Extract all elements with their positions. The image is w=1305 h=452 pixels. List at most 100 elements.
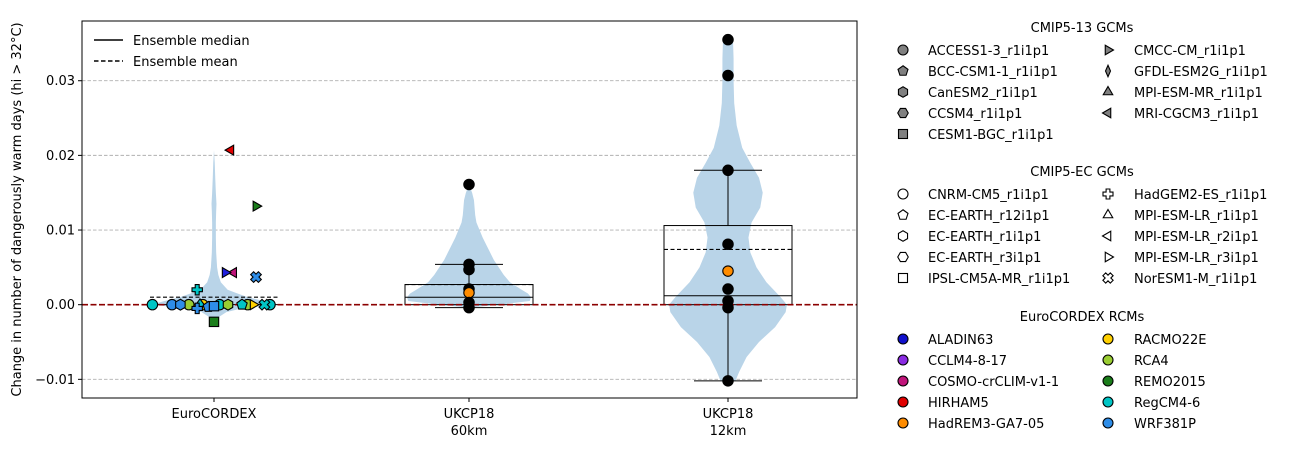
side-legend-marker [897, 272, 909, 284]
ukcp60-point [463, 286, 475, 299]
side-legend-label: EC-EARTH_r1i1p1 [928, 230, 1041, 245]
side-legend-marker [897, 65, 909, 76]
eurocordex-point [226, 266, 238, 279]
eurocordex-point [222, 298, 234, 311]
side-legend-marker-shape [1102, 272, 1114, 284]
ukcp12-point [722, 375, 734, 387]
point-layer [146, 33, 734, 387]
ukcp12-point [722, 238, 734, 250]
ukcp12-point [722, 301, 734, 314]
side-legend-marker [897, 44, 909, 56]
eurocordex-point [146, 298, 159, 311]
side-legend-marker [1104, 63, 1112, 79]
eurocordex-point [208, 300, 220, 312]
ukcp60-point [463, 178, 475, 191]
x-tick-sublabel: 12km [710, 424, 747, 439]
side-legend-label: MPI-ESM-MR_r1i1p1 [1134, 86, 1263, 101]
side-legend-label: EC-EARTH_r3i1p1 [928, 251, 1041, 266]
ukcp60-point [463, 263, 475, 276]
side-legend-label: CCLM4-8-17 [928, 354, 1007, 369]
ukcp12-point [722, 33, 734, 46]
eurocordex-point-shape [258, 298, 271, 311]
side-legend-label: CMCC-CM_r1i1p1 [1134, 44, 1246, 59]
violin-body [152, 150, 276, 322]
side-legend-title: CMIP5-EC GCMs [1030, 165, 1134, 180]
side-legend-marker [1102, 272, 1114, 284]
y-tick-label: −0.01 [35, 373, 75, 388]
x-tick-label: UKCP18 [444, 407, 495, 422]
side-legend-marker [897, 107, 909, 119]
side-legend-marker [1102, 375, 1114, 387]
side-legend-label: CanESM2_r1i1p1 [928, 86, 1038, 101]
side-legend-marker [897, 188, 909, 200]
violin-layer [152, 39, 787, 381]
side-legend-label: RACMO22E [1134, 333, 1206, 348]
eurocordex-point [191, 302, 203, 315]
legend-main-label: Ensemble mean [133, 55, 238, 70]
legend-layer: Ensemble median Ensemble mean CMIP5-13 GCM… [94, 21, 1268, 432]
side-legend-marker [897, 417, 909, 429]
side-legend-marker [897, 230, 909, 242]
ukcp12-point [722, 69, 734, 82]
eurocordex-point [223, 144, 235, 157]
side-legend-marker [897, 251, 909, 263]
side-legend-marker [1102, 417, 1114, 429]
side-legend-label: ACCESS1-3_r1i1p1 [928, 44, 1049, 59]
eurocordex-point [258, 298, 271, 311]
eurocordex-point [236, 298, 248, 310]
eurocordex-point [249, 298, 261, 311]
side-legend-title: CMIP5-13 GCMs [1031, 21, 1134, 36]
eurocordex-point [249, 270, 263, 284]
side-legend-label: MPI-ESM-LR_r1i1p1 [1134, 209, 1259, 224]
ukcp60-point [463, 301, 475, 314]
side-legend-marker [1102, 354, 1114, 366]
eurocordex-point-shape [249, 270, 263, 284]
side-legend-marker [1102, 208, 1114, 219]
side-legend-label: HadREM3-GA7-05 [928, 417, 1044, 432]
x-tick-sublabel: 60km [451, 424, 488, 439]
side-legend-marker [897, 354, 909, 366]
side-legend-label: RCA4 [1134, 354, 1169, 369]
side-legend-marker [1104, 44, 1115, 56]
x-tick-label: EuroCORDEX [172, 407, 257, 422]
ukcp12-point [722, 265, 734, 277]
ukcp12-point [722, 283, 734, 295]
eurocordex-point [175, 298, 186, 311]
side-legend-marker [1104, 251, 1115, 263]
side-legend-marker [897, 86, 909, 98]
y-axis-label: Change in number of dangerously warm day… [10, 22, 25, 396]
side-legend-marker [897, 209, 909, 220]
eurocordex-point [208, 316, 220, 328]
side-legend-label: EC-EARTH_r12i1p1 [928, 209, 1050, 224]
side-legend-marker [897, 396, 909, 408]
side-legend-label: RegCM4-6 [1134, 396, 1200, 411]
side-legend-marker [1102, 188, 1114, 200]
side-legend-label: IPSL-CM5A-MR_r1i1p1 [928, 272, 1070, 287]
side-legend-marker [1102, 333, 1114, 345]
side-legend-label: COSMO-crCLIM-v1-1 [928, 375, 1059, 390]
violin-body [407, 184, 531, 308]
legend-main-label: Ensemble median [133, 34, 250, 49]
ukcp12-point [722, 164, 734, 177]
y-tick-label: 0.00 [46, 298, 75, 313]
side-legend-label: HadGEM2-ES_r1i1p1 [1134, 188, 1267, 203]
side-legend-title: EuroCORDEX RCMs [1020, 310, 1145, 325]
side-legend-marker [897, 333, 909, 345]
y-tick-label: 0.02 [46, 149, 75, 164]
side-legend-marker [1101, 107, 1112, 119]
side-legend-label: CCSM4_r1i1p1 [928, 107, 1022, 122]
side-legend-marker [1101, 230, 1112, 242]
axis-layer: −0.01 0.00 0.01 0.02 0.03 EuroCORDEX UKCP18 60k… [10, 20, 858, 439]
side-legend-label: REMO2015 [1134, 375, 1206, 390]
side-legend-label: GFDL-ESM2G_r1i1p1 [1134, 65, 1268, 80]
side-legend-label: CNRM-CM5_r1i1p1 [928, 188, 1049, 203]
y-tick-label: 0.01 [46, 224, 75, 239]
side-legend-label: WRF381P [1134, 417, 1196, 432]
side-legend-label: BCC-CSM1-1_r1i1p1 [928, 65, 1058, 80]
side-legend-label: CESM1-BGC_r1i1p1 [928, 128, 1054, 143]
eurocordex-point [252, 200, 263, 213]
side-legend-marker [1102, 85, 1114, 96]
side-legend-marker [897, 128, 909, 140]
